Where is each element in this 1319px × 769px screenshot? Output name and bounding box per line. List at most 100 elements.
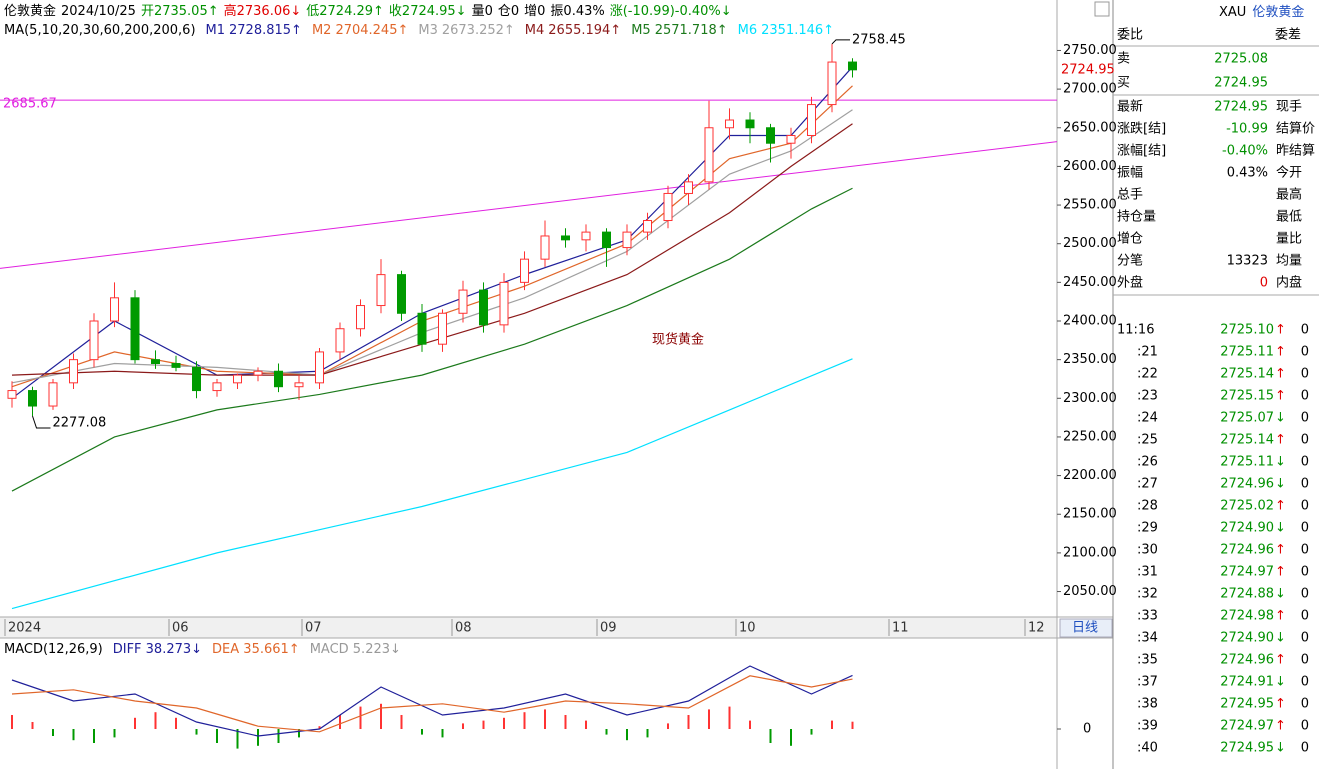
quote-label: 持仓量 <box>1117 210 1156 225</box>
ma-line <box>11 187 853 492</box>
date-label: 10 <box>739 621 756 636</box>
header-segment: 仓0 <box>498 4 519 19</box>
tick-time: :27 <box>1137 477 1158 492</box>
ma-line <box>11 109 853 384</box>
candle-body <box>376 274 386 307</box>
tick-price: 2725.14 <box>1220 433 1274 448</box>
quote-value: -0.40% <box>1222 144 1268 159</box>
quote-value: 13323 <box>1227 254 1268 269</box>
header-segment: 量0 <box>472 4 493 19</box>
tick-time: :34 <box>1137 631 1158 646</box>
candle-body <box>171 363 181 368</box>
quote-right-label: 最低 <box>1276 210 1302 225</box>
tick-time: :40 <box>1137 741 1158 756</box>
tick-time: :22 <box>1137 367 1158 382</box>
candle-body <box>827 61 837 106</box>
quote-value: 2725.08 <box>1214 52 1268 67</box>
quote-label: 增仓 <box>1117 232 1143 247</box>
window-button[interactable] <box>1094 1 1110 17</box>
quote-label: 总手 <box>1117 188 1143 203</box>
header-segment: 收2724.95↓ <box>389 4 467 19</box>
ma-value: 2351.146↑ <box>761 23 834 38</box>
tick-price: 2724.88 <box>1220 587 1274 602</box>
ma-legend: MA(5,10,20,30,60,200,200,6) M1 2728.815↑ M2… <box>4 23 834 38</box>
tick-volume: 0 <box>1301 631 1309 646</box>
quote-label: 振幅 <box>1117 166 1143 181</box>
tick-volume: 0 <box>1301 389 1309 404</box>
quote-right-label: 均量 <box>1276 254 1302 269</box>
date-label: 08 <box>455 621 472 636</box>
tick-price: 2724.91 <box>1220 675 1274 690</box>
tick-volume: 0 <box>1301 543 1309 558</box>
date-axis-bg <box>0 617 1057 638</box>
y-tick-label: 2750.00 <box>1063 43 1117 58</box>
ma-line <box>11 85 853 388</box>
candle-body <box>48 382 58 407</box>
tick-volume: 0 <box>1301 587 1309 602</box>
tick-time: 11:16 <box>1117 323 1154 338</box>
tick-arrow: ↑ <box>1275 433 1286 448</box>
candle-body <box>233 374 242 384</box>
tick-arrow: ↑ <box>1275 609 1286 624</box>
quote-right-label: 委差 <box>1275 28 1301 43</box>
y-tick-label: 2650.00 <box>1063 120 1117 135</box>
tick-price: 2725.07 <box>1220 411 1274 426</box>
tick-arrow: ↓ <box>1275 631 1286 646</box>
macd-legend-item: MACD 5.223↓ <box>310 642 401 657</box>
period-button[interactable] <box>1059 618 1113 638</box>
symbol: XAU <box>1219 5 1246 20</box>
date-label: 2024 <box>8 621 41 636</box>
macd-legend-item: DIFF 38.273↓ <box>113 642 202 657</box>
candle-body <box>151 359 160 365</box>
tick-time: :32 <box>1137 587 1158 602</box>
candle-body <box>745 119 755 129</box>
ma-name: M2 <box>312 23 332 38</box>
ma-value: 2673.252↑ <box>442 23 515 38</box>
tick-arrow: ↓ <box>1275 477 1286 492</box>
ma-value: 2728.815↑ <box>229 23 302 38</box>
ma-value: 2704.245↑ <box>335 23 408 38</box>
date-label: 09 <box>600 621 617 636</box>
tick-arrow: ↑ <box>1275 499 1286 514</box>
y-tick-label: 2050.00 <box>1063 584 1117 599</box>
candle-body <box>663 192 673 222</box>
ma-name: M6 <box>738 23 758 38</box>
header-segment: 伦敦黄金 <box>4 3 56 19</box>
header-segment: 低2724.29↑ <box>306 4 384 19</box>
trend-line <box>0 141 1058 269</box>
header-segment: 高2736.06↓ <box>224 3 302 19</box>
quote-label: 委比 <box>1117 28 1143 43</box>
candle-body <box>622 231 632 249</box>
tick-price: 2725.15 <box>1220 389 1274 404</box>
candle-body <box>725 119 734 129</box>
tick-time: :37 <box>1137 675 1158 690</box>
tick-volume: 0 <box>1301 741 1309 756</box>
candle-body <box>438 312 447 345</box>
y-tick-label: 2700.00 <box>1063 82 1117 97</box>
date-label: 12 <box>1028 621 1045 636</box>
tick-volume: 0 <box>1301 345 1309 360</box>
y-tick-label: 2500.00 <box>1063 236 1117 251</box>
tick-arrow: ↑ <box>1275 543 1286 558</box>
quote-right-label: 最高 <box>1276 187 1302 203</box>
quote-label: 分笔 <box>1117 253 1143 269</box>
candle-body <box>499 281 509 326</box>
quote-value: 0.43% <box>1227 166 1268 181</box>
tick-volume: 0 <box>1301 565 1309 580</box>
candle-body <box>643 220 652 233</box>
tick-price: 2724.90 <box>1220 631 1274 646</box>
tick-price: 2724.95 <box>1220 741 1274 756</box>
macd-title: MACD(12,26,9) <box>4 642 103 657</box>
tick-volume: 0 <box>1301 521 1309 536</box>
candle-body <box>581 231 591 241</box>
tick-time: :35 <box>1137 653 1158 668</box>
quote-label: 涨幅[结] <box>1117 144 1166 159</box>
tick-time: :24 <box>1137 411 1158 426</box>
quote-value: 0 <box>1260 276 1268 291</box>
y-tick-label: 2350.00 <box>1063 352 1117 367</box>
candle-body <box>315 351 324 384</box>
quote-label: 涨跌[结] <box>1117 121 1166 137</box>
tick-volume: 0 <box>1301 411 1309 426</box>
candle-body <box>110 297 119 322</box>
candle-body <box>28 390 37 407</box>
